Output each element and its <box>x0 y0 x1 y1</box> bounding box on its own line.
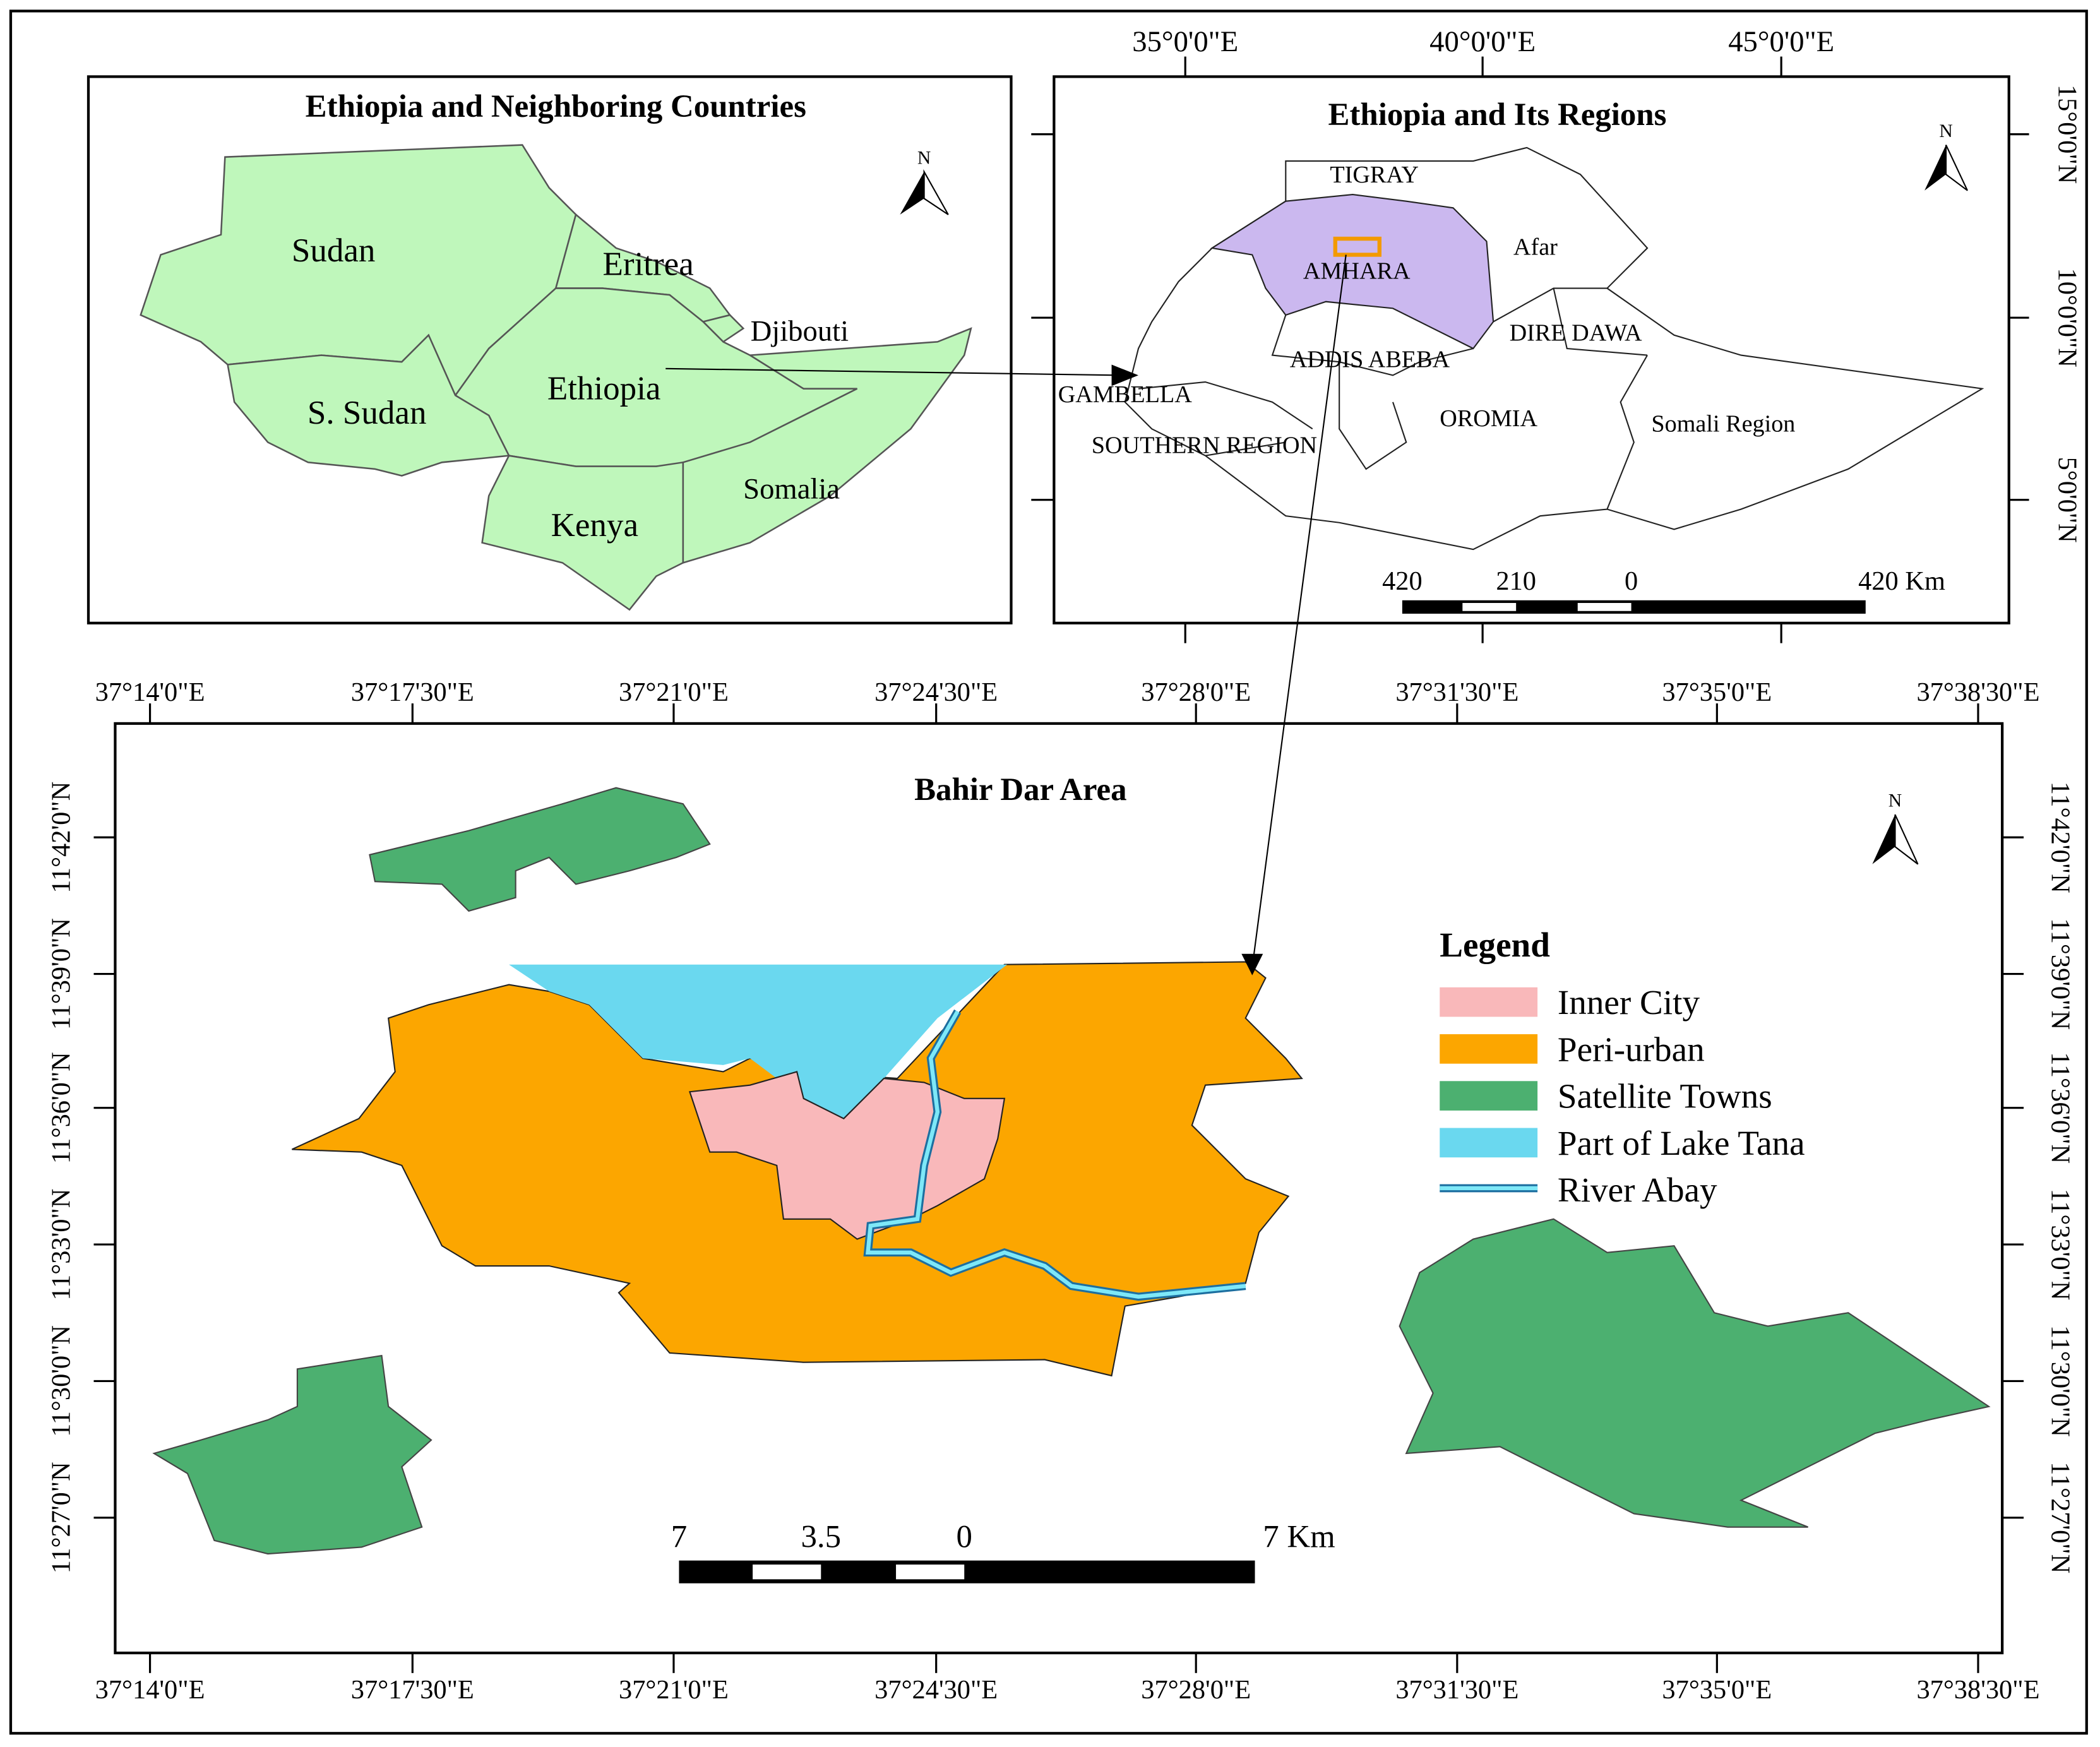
outer-frame <box>9 9 2088 1735</box>
scale-label: 0 <box>957 1519 972 1554</box>
map-title: Bahir Dar Area <box>914 772 1126 808</box>
latitude-label: 11°30'0"N <box>2046 1325 2075 1437</box>
satellite-town <box>369 787 711 912</box>
inset-title: Ethiopia and Neighboring Countries <box>306 89 806 124</box>
graticule-ticks: 35°0'0"E 40°0'0"E 45°0'0"E 15°0'0"N 10°0'0"N… <box>46 25 2082 1705</box>
region-label: Somali Region <box>1651 411 1795 438</box>
satellite-town <box>152 1354 433 1555</box>
legend-swatch <box>1440 1034 1538 1064</box>
legend-label: River Abay <box>1558 1171 1717 1209</box>
study-area-box <box>1333 236 1381 257</box>
latitude-label: 11°36'0"N <box>2046 1052 2075 1164</box>
country-label: Sudan <box>292 232 376 269</box>
region-label: SOUTHERN REGION <box>1092 432 1317 458</box>
region-label: AMHARA <box>1303 258 1411 285</box>
legend-title: Legend <box>1440 926 1550 964</box>
inner-city <box>688 1071 1006 1240</box>
longitude-label: 37°24'30"E <box>874 677 998 707</box>
longitude-label: 37°21'0"E <box>619 1675 729 1705</box>
satellite-town <box>1399 1218 1991 1528</box>
longitude-label: 37°38'30"E <box>1916 1675 2039 1705</box>
country-label: Kenya <box>551 507 638 544</box>
legend-label: Part of Lake Tana <box>1558 1124 1805 1162</box>
country-label: Somalia <box>743 473 840 506</box>
region-label: DIRE DAWA <box>1510 319 1642 346</box>
longitude-label: 37°35'0"E <box>1662 677 1772 707</box>
latitude-label: 11°27'0"N <box>46 1462 76 1573</box>
region-label: OROMIA <box>1440 405 1537 432</box>
longitude-label: 37°28'0"E <box>1141 677 1251 707</box>
lake-tana <box>509 964 1008 1119</box>
legend-swatch <box>1440 987 1538 1017</box>
longitude-label: 37°38'30"E <box>1916 677 2039 707</box>
country-label: S. Sudan <box>307 395 427 431</box>
scale-label: 7 Km <box>1263 1519 1335 1554</box>
latitude-label: 11°39'0"N <box>46 918 76 1030</box>
scale-label: 0 <box>1625 566 1638 596</box>
scale-bar: 420 210 0 420 Km <box>1382 566 1945 614</box>
longitude-label: 37°14'0"E <box>95 1675 205 1705</box>
region-borders <box>1138 287 1648 510</box>
scale-label: 210 <box>1496 566 1536 596</box>
kenya-shape <box>481 455 684 611</box>
latitude-label: 11°33'0"N <box>2046 1189 2075 1301</box>
scale-label: 420 <box>1382 566 1423 596</box>
inset-title: Ethiopia and Its Regions <box>1328 97 1667 133</box>
latitude-label: 11°39'0"N <box>2046 918 2075 1030</box>
longitude-label: 37°17'30"E <box>351 677 474 707</box>
region-label: TIGRAY <box>1330 162 1419 188</box>
somalia-shape <box>682 327 972 564</box>
scale-label: 3.5 <box>801 1519 841 1554</box>
country-label: Ethiopia <box>547 371 661 407</box>
north-label: N <box>917 148 931 168</box>
legend-label: Peri-urban <box>1558 1030 1705 1068</box>
legend-swatch <box>1440 1128 1538 1158</box>
legend-swatch <box>1440 1081 1538 1111</box>
longitude-label: 45°0'0"E <box>1728 25 1834 58</box>
latitude-label: 5°0'0"N <box>2052 457 2082 543</box>
region-label: Afar <box>1513 234 1558 261</box>
latitude-label: 11°33'0"N <box>46 1189 76 1301</box>
inset-neighbors: Ethiopia and Neighboring Countries Sudan… <box>87 75 1013 624</box>
scale-label: 7 <box>671 1519 687 1554</box>
river-abay-inner <box>866 1010 1246 1299</box>
north-label: N <box>1888 790 1902 811</box>
longitude-label: 37°31'30"E <box>1395 1675 1518 1705</box>
longitude-label: 37°35'0"E <box>1662 1675 1772 1705</box>
longitude-label: 35°0'0"E <box>1132 25 1238 58</box>
longitude-label: 37°14'0"E <box>95 677 205 707</box>
region-label: GAMBELLA <box>1058 381 1192 408</box>
locator-arrow <box>665 367 1123 376</box>
locator-arrowhead <box>1111 364 1138 386</box>
legend-label: Inner City <box>1558 983 1700 1022</box>
locator-arrow <box>1251 254 1347 968</box>
scale-bar: 7 3.5 0 7 Km <box>671 1519 1335 1583</box>
north-label: N <box>1939 121 1952 141</box>
longitude-label: 37°31'30"E <box>1395 677 1518 707</box>
country-label: Djibouti <box>751 314 849 347</box>
latitude-label: 11°42'0"N <box>46 782 76 893</box>
locator-arrowhead <box>1241 953 1263 975</box>
longitude-label: 37°28'0"E <box>1141 1675 1251 1705</box>
scale-label: 420 Km <box>1858 566 1945 596</box>
main-map: Bahir Dar Area N Legend Inner City Peri-… <box>114 254 2004 1655</box>
latitude-label: 11°36'0"N <box>46 1052 76 1164</box>
latitude-label: 11°27'0"N <box>2046 1462 2075 1573</box>
legend: Legend Inner City Peri-urban Satellite T… <box>1440 926 1805 1209</box>
latitude-label: 11°42'0"N <box>2046 782 2075 893</box>
latitude-label: 11°30'0"N <box>46 1325 76 1437</box>
region-label: ADDIS ABEBA <box>1290 347 1450 373</box>
longitude-label: 40°0'0"E <box>1429 25 1536 58</box>
longitude-label: 37°17'30"E <box>351 1675 474 1705</box>
country-label: Eritrea <box>603 246 694 282</box>
inset-regions: Ethiopia and Its Regions TIGRAY Afar AMH… <box>1053 75 2010 624</box>
latitude-label: 15°0'0"N <box>2052 85 2082 184</box>
legend-label: Satellite Towns <box>1558 1077 1772 1116</box>
longitude-label: 37°21'0"E <box>619 677 729 707</box>
longitude-label: 37°24'30"E <box>874 1675 998 1705</box>
north-arrow: N <box>900 148 949 215</box>
south-sudan-shape <box>227 333 511 477</box>
latitude-label: 10°0'0"N <box>2052 268 2082 367</box>
